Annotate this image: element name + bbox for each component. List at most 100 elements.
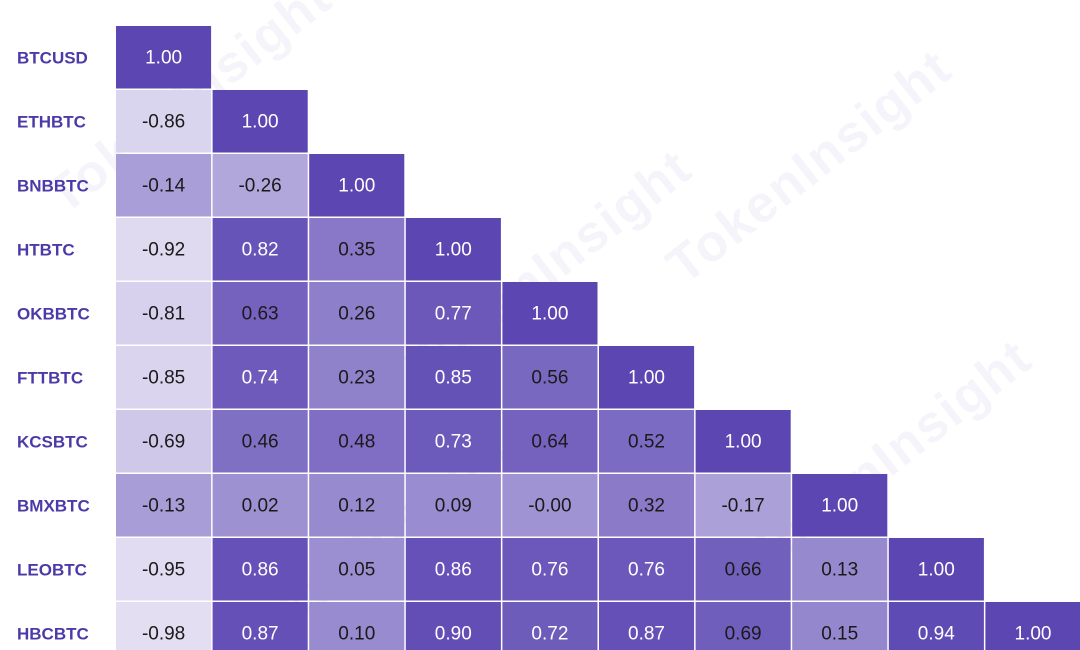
cell-value-label: 0.46 xyxy=(242,431,279,452)
cell-value-label: 1.00 xyxy=(338,175,375,196)
row-label: BNBBTC xyxy=(17,176,89,195)
heatmap-cell xyxy=(502,602,598,650)
cell-value-label: -0.69 xyxy=(142,431,185,452)
heatmap-cell xyxy=(116,282,212,345)
cell-value-label: 1.00 xyxy=(628,367,665,388)
heatmap-cell xyxy=(695,538,791,601)
cell-value-label: 0.82 xyxy=(242,239,279,260)
row-label: KCSBTC xyxy=(17,432,88,451)
heatmap-cell xyxy=(309,218,405,281)
row-label: BMXBTC xyxy=(17,496,90,515)
heatmap-cell xyxy=(405,346,501,409)
cell-value-label: 0.32 xyxy=(628,495,665,516)
heatmap-cell xyxy=(309,538,405,601)
cell-value-label: 1.00 xyxy=(1015,623,1052,644)
heatmap-cell xyxy=(309,154,405,217)
heatmap-cell xyxy=(695,410,791,473)
cell-value-label: -0.85 xyxy=(142,367,185,388)
cell-value-label: 0.02 xyxy=(242,495,279,516)
heatmap-cell xyxy=(116,410,212,473)
heatmap-cells: 1.00 -0.86 1.00 -0.14 -0.26 1.00 -0.92 0.82 0.35… xyxy=(116,26,1080,650)
heatmap-cell xyxy=(212,474,308,537)
heatmap-cell xyxy=(212,282,308,345)
heatmap-cell xyxy=(212,410,308,473)
heatmap-cell xyxy=(212,90,308,153)
heatmap-cell xyxy=(985,602,1080,650)
cell-value-label: 1.00 xyxy=(531,303,568,324)
cell-value-label: -0.26 xyxy=(238,175,281,196)
cell-value-label: 0.77 xyxy=(435,303,472,324)
heatmap-cell xyxy=(212,346,308,409)
cell-value-label: 0.66 xyxy=(725,559,762,580)
heatmap-cell xyxy=(309,410,405,473)
cell-value-label: -0.14 xyxy=(142,175,186,196)
heatmap-cell xyxy=(212,538,308,601)
cell-value-label: 1.00 xyxy=(145,47,182,68)
heatmap-cell xyxy=(599,602,695,650)
cell-value-label: 0.64 xyxy=(531,431,568,452)
cell-value-label: 0.85 xyxy=(435,367,472,388)
cell-value-label: 0.48 xyxy=(338,431,375,452)
cell-value-label: 0.76 xyxy=(628,559,665,580)
heatmap-cell xyxy=(116,154,212,217)
heatmap-cell xyxy=(116,218,212,281)
row-label: HTBTC xyxy=(17,240,75,259)
cell-value-label: 0.73 xyxy=(435,431,472,452)
cell-value-label: -0.92 xyxy=(142,239,185,260)
cell-value-label: 0.87 xyxy=(242,623,279,644)
row-label: LEOBTC xyxy=(17,560,87,579)
cell-value-label: 0.13 xyxy=(821,559,858,580)
heatmap-cell xyxy=(792,538,888,601)
cell-value-label: -0.86 xyxy=(142,111,185,132)
heatmap-cell xyxy=(695,602,791,650)
cell-value-label: 0.56 xyxy=(531,367,568,388)
heatmap-cell xyxy=(116,90,212,153)
cell-value-label: -0.95 xyxy=(142,559,185,580)
heatmap-cell xyxy=(116,346,212,409)
cell-value-label: -0.00 xyxy=(528,495,571,516)
cell-value-label: 1.00 xyxy=(435,239,472,260)
cell-value-label: 0.69 xyxy=(725,623,762,644)
row-label: BTCUSD xyxy=(17,48,88,67)
cell-value-label: -0.98 xyxy=(142,623,185,644)
cell-value-label: -0.13 xyxy=(142,495,185,516)
heatmap-cell xyxy=(502,410,598,473)
row-labels: BTCUSD ETHBTC BNBBTC HTBTC OKBBTC FTTBTC KCSBT… xyxy=(17,48,90,643)
heatmap-cell xyxy=(792,474,888,537)
cell-value-label: 0.63 xyxy=(242,303,279,324)
cell-value-label: 0.10 xyxy=(338,623,375,644)
heatmap-cell xyxy=(502,538,598,601)
heatmap-cell xyxy=(405,538,501,601)
heatmap-cell xyxy=(888,602,984,650)
cell-value-label: 1.00 xyxy=(242,111,279,132)
cell-value-label: 0.09 xyxy=(435,495,472,516)
heatmap-cell xyxy=(599,538,695,601)
heatmap-cell xyxy=(212,218,308,281)
heatmap-cell xyxy=(792,602,888,650)
heatmap-cell xyxy=(502,346,598,409)
cell-value-label: 0.35 xyxy=(338,239,375,260)
heatmap-cell xyxy=(309,282,405,345)
row-label: OKBBTC xyxy=(17,304,90,323)
heatmap-cell xyxy=(309,474,405,537)
heatmap-cell xyxy=(405,282,501,345)
row-label: FTTBTC xyxy=(17,368,83,387)
cell-value-label: -0.81 xyxy=(142,303,185,324)
heatmap-cell xyxy=(502,474,598,537)
cell-value-label: 0.76 xyxy=(531,559,568,580)
cell-value-label: 0.52 xyxy=(628,431,665,452)
heatmap-cell xyxy=(599,346,695,409)
heatmap-cell xyxy=(405,474,501,537)
cell-value-label: 0.26 xyxy=(338,303,375,324)
row-label: ETHBTC xyxy=(17,112,86,131)
heatmap-cell xyxy=(599,410,695,473)
cell-value-label: 0.12 xyxy=(338,495,375,516)
cell-value-label: 0.94 xyxy=(918,623,955,644)
heatmap-cell xyxy=(212,602,308,650)
heatmap-cell xyxy=(405,218,501,281)
cell-value-label: -0.17 xyxy=(721,495,764,516)
heatmap-cell xyxy=(116,26,212,89)
row-label: HBCBTC xyxy=(17,624,89,643)
cell-value-label: 0.86 xyxy=(435,559,472,580)
